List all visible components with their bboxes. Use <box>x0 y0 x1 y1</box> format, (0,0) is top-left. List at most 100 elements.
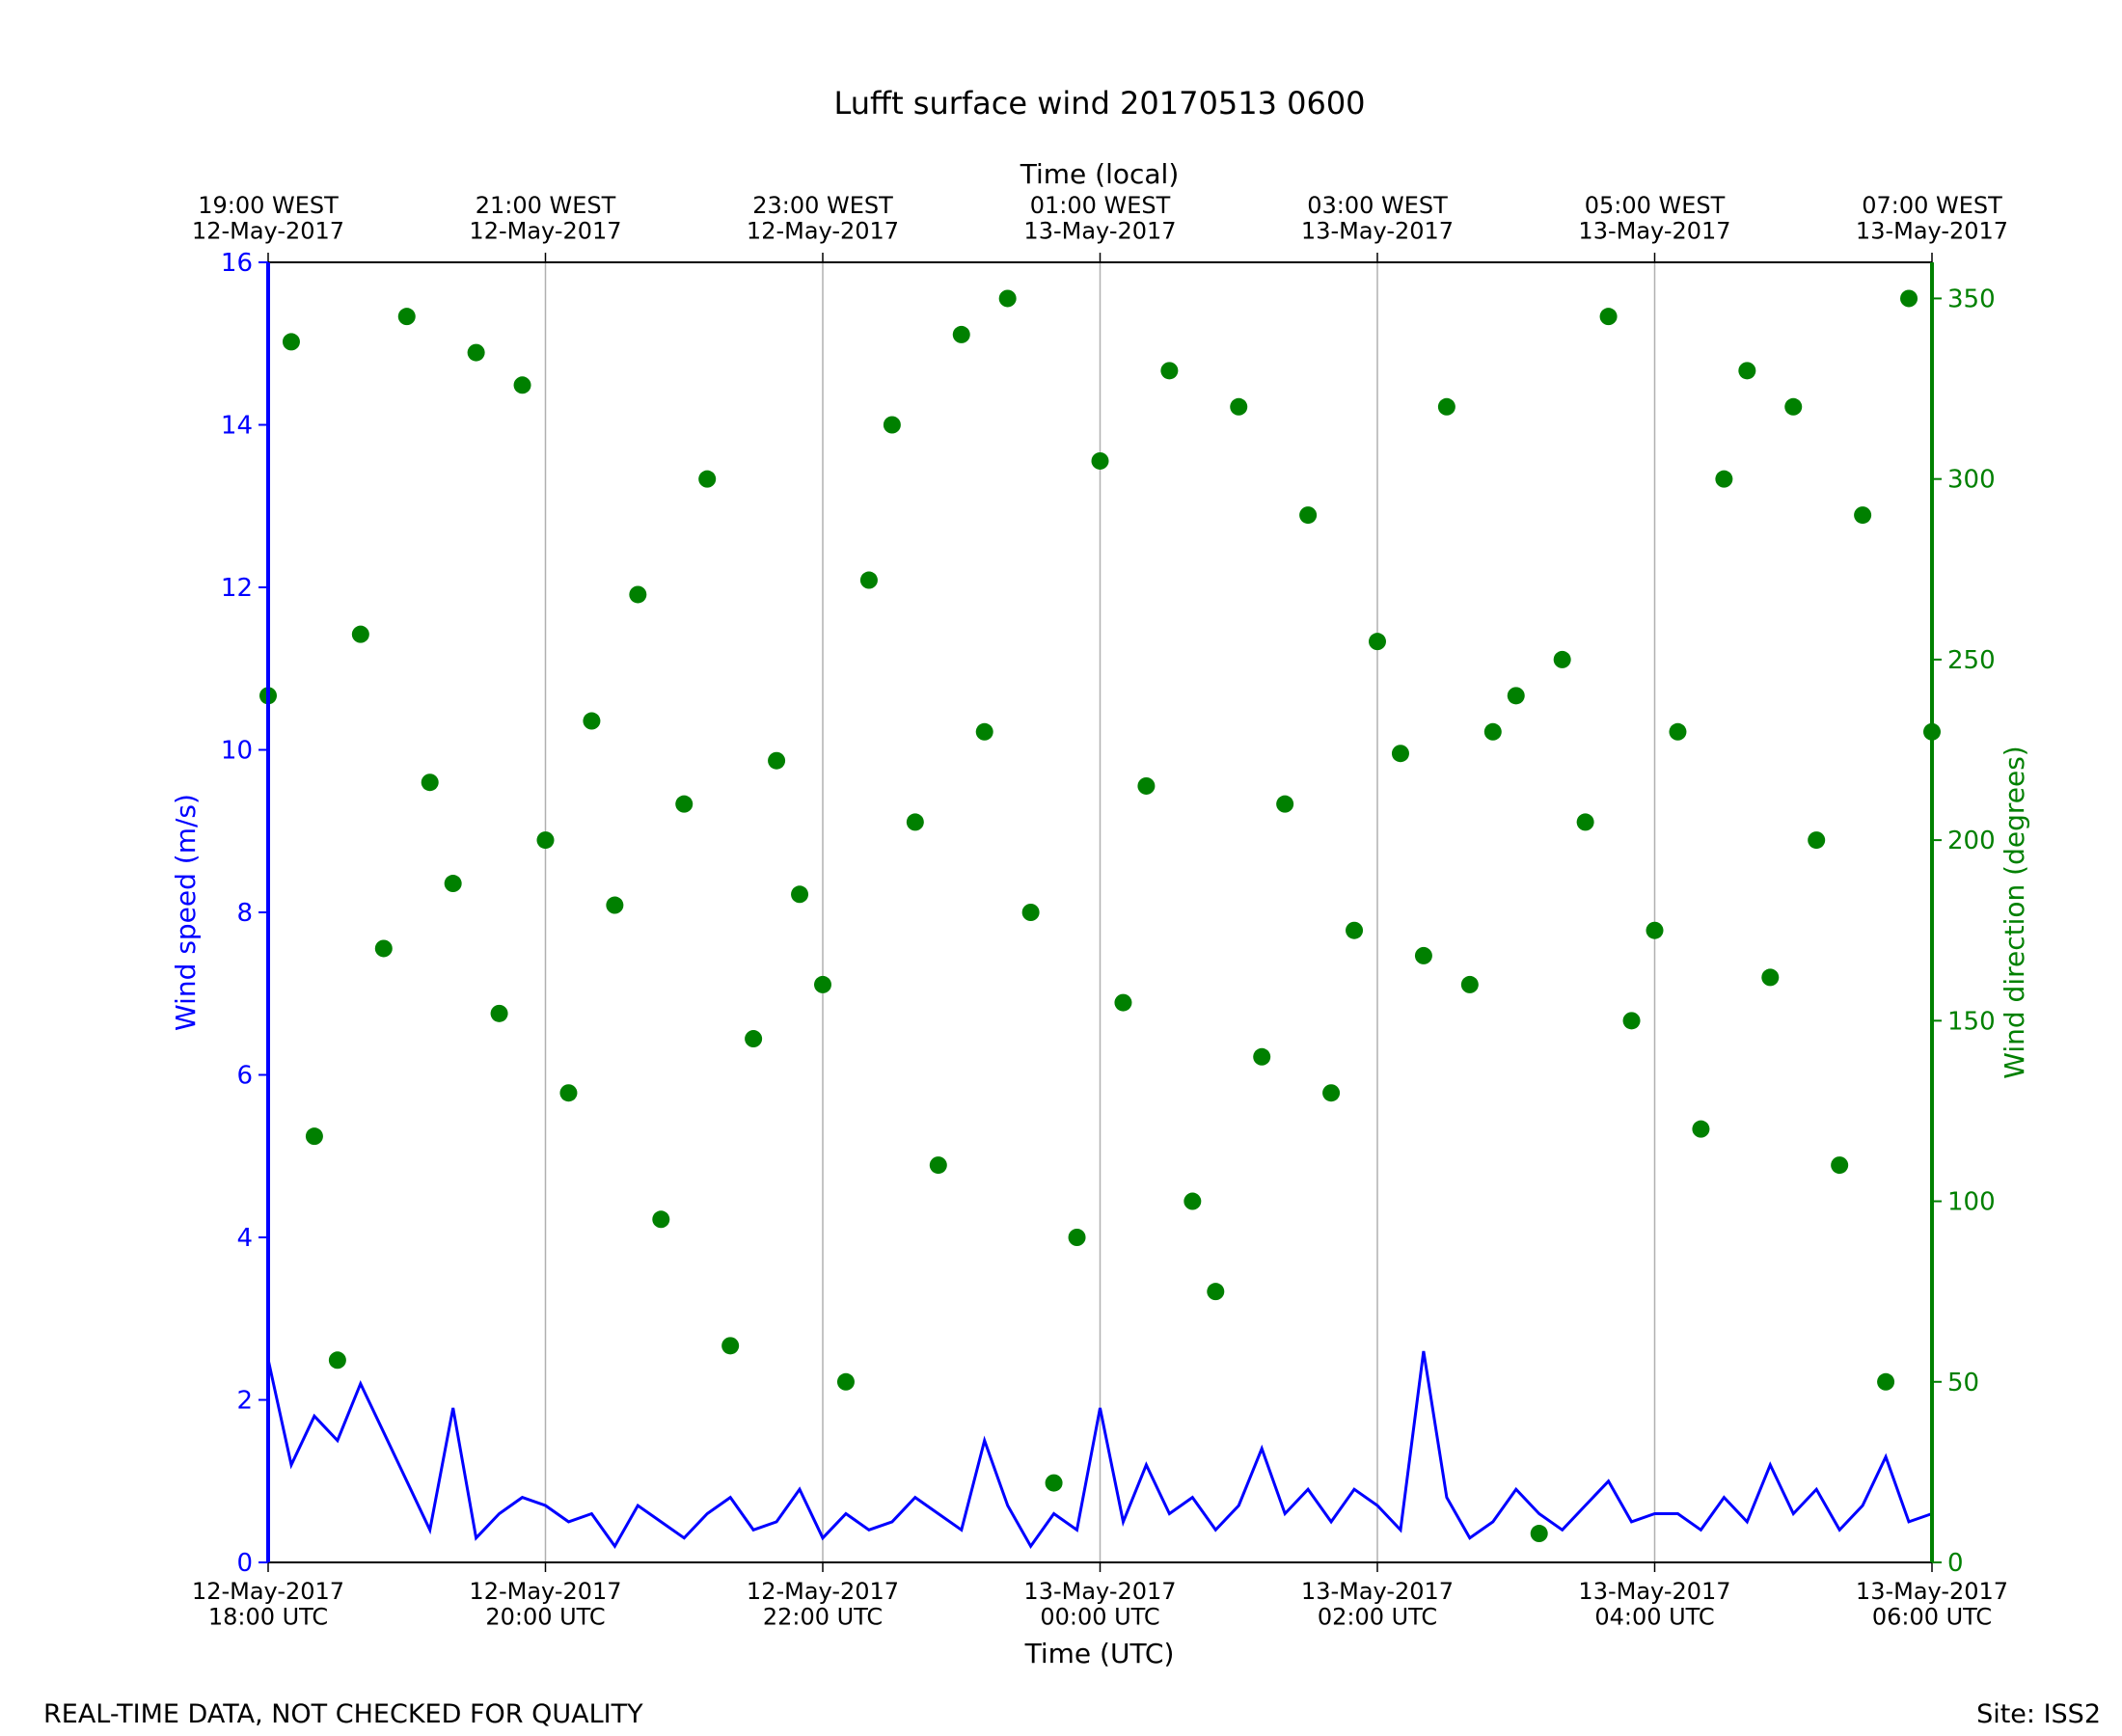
direction-point <box>1877 1372 1895 1391</box>
direction-point <box>1137 776 1156 795</box>
footer-left: REAL-TIME DATA, NOT CHECKED FOR QUALITY <box>43 1699 643 1729</box>
x2-tick-label: 19:00 WEST 12-May-2017 <box>192 192 344 244</box>
direction-point <box>282 333 300 351</box>
direction-point <box>467 343 485 362</box>
x2-tick-label: 01:00 WEST 13-May-2017 <box>1023 192 1176 244</box>
direction-point <box>444 875 462 893</box>
direction-point <box>1576 813 1594 831</box>
y2-tick-label: 200 <box>1947 827 1996 855</box>
direction-point <box>1068 1229 1086 1246</box>
direction-point <box>1114 993 1132 1012</box>
x2-axis-label: Time (local) <box>1020 158 1180 190</box>
direction-point <box>397 308 416 326</box>
y2-tick-label: 50 <box>1947 1369 1979 1397</box>
y-tick-label: 0 <box>236 1549 253 1578</box>
direction-point <box>1091 451 1109 470</box>
x-tick-label: 12-May-2017 22:00 UTC <box>747 1578 899 1630</box>
direction-point <box>1160 362 1179 380</box>
direction-point <box>1784 397 1803 416</box>
direction-point <box>1207 1283 1225 1301</box>
direction-point <box>1253 1047 1271 1066</box>
direction-point <box>1808 831 1826 850</box>
direction-point <box>791 885 809 904</box>
y-tick-label: 16 <box>221 249 253 278</box>
direction-point <box>1715 470 1733 488</box>
direction-point <box>629 585 647 604</box>
direction-point <box>906 813 924 831</box>
direction-point <box>745 1030 763 1048</box>
x-tick-label: 13-May-2017 02:00 UTC <box>1301 1578 1454 1630</box>
y2-tick-label: 250 <box>1947 646 1996 675</box>
x-tick-label: 12-May-2017 20:00 UTC <box>469 1578 621 1630</box>
direction-point <box>1483 722 1502 741</box>
y2-axis-label: Wind direction (degrees) <box>1999 746 2030 1078</box>
direction-point <box>1599 308 1618 326</box>
direction-point <box>606 896 624 914</box>
x2-tick-label: 07:00 WEST 13-May-2017 <box>1856 192 2008 244</box>
x2-tick-label: 03:00 WEST 13-May-2017 <box>1301 192 1454 244</box>
y-tick-label: 14 <box>221 412 253 441</box>
direction-point <box>814 975 831 993</box>
direction-point <box>351 625 369 643</box>
direction-point <box>1414 946 1432 964</box>
direction-point <box>1854 506 1872 525</box>
direction-point <box>1646 921 1664 939</box>
direction-point <box>536 831 555 850</box>
direction-point <box>1460 975 1479 993</box>
direction-point <box>1553 650 1571 668</box>
direction-point <box>1346 921 1364 939</box>
direction-point <box>1692 1120 1710 1138</box>
y2-tick-label: 300 <box>1947 466 1996 495</box>
direction-point <box>1900 289 1918 308</box>
direction-point <box>1622 1012 1641 1030</box>
direction-point <box>952 325 970 343</box>
x2-tick-label: 21:00 WEST 12-May-2017 <box>469 192 621 244</box>
y-axis-label: Wind speed (m/s) <box>170 794 202 1031</box>
direction-point <box>374 939 393 958</box>
y-tick-label: 6 <box>236 1062 253 1091</box>
y-tick-label: 12 <box>221 574 253 603</box>
direction-point <box>1322 1084 1341 1102</box>
y2-tick-label: 350 <box>1947 285 1996 313</box>
direction-point <box>1045 1474 1063 1492</box>
y-tick-label: 8 <box>236 899 253 928</box>
direction-point <box>1369 633 1386 651</box>
y2-tick-label: 0 <box>1947 1549 1964 1578</box>
footer-right: Site: ISS2 <box>1976 1699 2101 1729</box>
direction-point <box>698 470 717 488</box>
direction-point <box>836 1372 855 1391</box>
direction-point <box>1021 904 1040 921</box>
x-tick-label: 13-May-2017 04:00 UTC <box>1578 1578 1730 1630</box>
x-tick-label: 13-May-2017 00:00 UTC <box>1023 1578 1176 1630</box>
y2-tick-label: 150 <box>1947 1007 1996 1036</box>
chart-title: Lufft surface wind 20170513 0600 <box>833 85 1365 122</box>
direction-point <box>1831 1156 1849 1175</box>
direction-point <box>328 1351 346 1370</box>
direction-point <box>975 722 993 741</box>
direction-point <box>929 1156 947 1175</box>
y2-tick-label: 100 <box>1947 1188 1996 1217</box>
direction-point <box>559 1084 578 1102</box>
direction-point <box>1437 397 1455 416</box>
x-tick-label: 13-May-2017 06:00 UTC <box>1856 1578 2008 1630</box>
direction-point <box>998 289 1017 308</box>
y-tick-label: 4 <box>236 1224 253 1253</box>
direction-point <box>1738 362 1756 380</box>
direction-point <box>421 773 439 792</box>
direction-point <box>675 795 694 813</box>
direction-point <box>721 1337 740 1355</box>
direction-point <box>1530 1525 1548 1543</box>
direction-point <box>305 1127 323 1146</box>
direction-point <box>1391 745 1409 763</box>
direction-point <box>1183 1192 1202 1210</box>
direction-point <box>1669 722 1687 741</box>
y-tick-label: 10 <box>221 737 253 766</box>
direction-point <box>1276 795 1294 813</box>
x2-tick-label: 05:00 WEST 13-May-2017 <box>1578 192 1730 244</box>
direction-point <box>513 376 531 394</box>
x-axis-label: Time (UTC) <box>1024 1638 1175 1669</box>
direction-point <box>1230 397 1248 416</box>
speed-line <box>266 1350 1933 1549</box>
